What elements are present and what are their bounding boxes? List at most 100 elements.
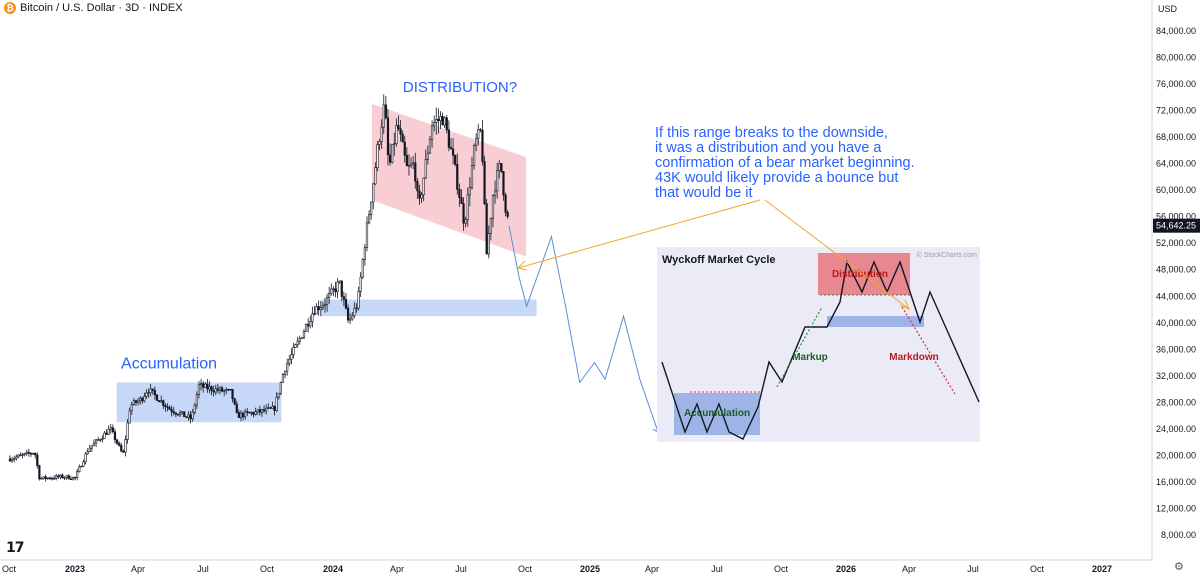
candle [470,156,474,190]
last-price-label: 54,642.25 [1156,221,1196,231]
candle-body [248,411,251,414]
candle [99,438,102,442]
candle-body [29,453,33,455]
candle-body [107,429,110,435]
candle-body [244,411,247,418]
candle [309,315,312,329]
candle [475,133,478,152]
candle-body [223,390,226,392]
candle [10,456,14,463]
candle [63,476,66,481]
candle [218,386,222,395]
candle-body [82,461,85,467]
candle-body [235,403,238,413]
candle-body [412,162,415,165]
candle-body [468,187,471,196]
price-tick-label: 36,000.00 [1156,344,1196,354]
candle-body [353,307,356,317]
candle [34,452,37,459]
time-tick-label: Apr [645,564,659,574]
candle-body [479,129,482,131]
candle-body [414,162,417,182]
bitcoin-icon: ₿ [4,2,16,14]
candle-body [216,388,219,391]
candle [418,184,421,205]
candle-body [239,412,243,418]
candle-body [428,139,432,154]
candle-body [304,324,308,332]
candle [199,378,203,391]
candle-body [307,324,310,327]
candle [288,354,291,367]
candle-body [126,422,129,440]
candle [479,128,482,133]
candle-body [393,143,396,145]
candle [38,464,41,481]
time-tick-label: 2025 [580,564,600,574]
candle [153,386,156,400]
candle [115,438,119,446]
candle-body [208,386,211,390]
candle [52,475,56,480]
candle [302,328,306,340]
candle [250,411,253,416]
candle [149,383,152,397]
inset-markup-label: Markup [792,352,828,363]
price-axis[interactable]: 84,000.00 80,000.00 76,000.00 72,000.00 68,0… [1151,0,1200,560]
candle-body [315,306,318,315]
tradingview-logo-icon[interactable]: 17 [6,540,25,556]
candle [94,439,98,448]
candle-body [178,412,182,416]
candle [491,194,495,228]
candle-body [212,390,215,393]
candle [71,476,75,481]
candle [267,403,270,410]
candle-body [351,315,354,320]
price-tick-label: 68,000.00 [1156,132,1196,142]
candle-body [181,411,184,414]
candle-body [403,141,406,156]
symbol-title-bar[interactable]: ₿ Bitcoin / U.S. Dollar · 3D · INDEX [4,2,183,14]
candle-body [487,233,490,255]
candle-body [80,465,83,468]
last-price-tag[interactable] [1153,218,1200,233]
candle [506,209,509,220]
candle [78,464,81,473]
candle-body [183,411,186,418]
candle-body [397,125,400,129]
candle-body [372,183,375,203]
candle-body [367,214,371,224]
price-tick-label: 52,000.00 [1156,238,1196,248]
candle [439,111,442,129]
settings-gear-icon[interactable]: ⚙ [1174,561,1184,573]
candle-body [323,304,327,307]
candle [409,157,413,169]
candle [281,373,285,383]
candle [97,436,100,441]
time-tick-label: Apr [902,564,916,574]
candle-body [292,347,295,355]
candle-body [118,443,121,446]
candle-body [69,478,72,481]
candle-body [197,384,201,395]
time-axis[interactable]: Oct 2023 Apr Jul Oct 2024 Apr Jul Oct 2025 Apr Jul O… [0,559,1152,574]
candle [76,468,79,481]
candle-body [445,117,448,131]
candle [437,108,440,134]
candle-body [357,291,360,309]
candle-body [498,163,501,171]
candle [485,198,488,255]
candle-body [185,416,188,418]
candle-body [231,389,234,399]
currency-label[interactable]: USD [1158,4,1178,14]
candle-body [42,476,45,479]
candle-body [170,409,173,412]
candle [277,392,280,400]
candle [380,119,383,149]
candle [294,343,297,348]
candle-body [10,459,14,462]
candle-body [317,306,320,311]
candle-body [63,477,66,479]
